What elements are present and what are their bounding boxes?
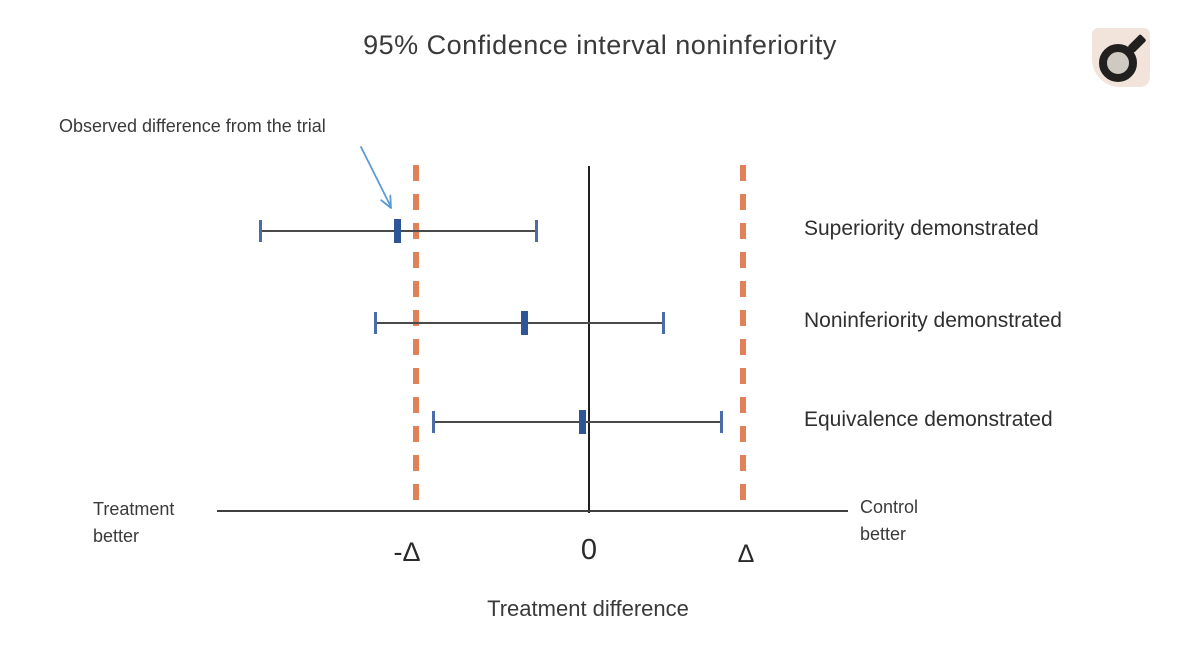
ci-upper-cap — [535, 220, 538, 242]
point-estimate-tick — [579, 410, 586, 434]
male-symbol-logo — [1092, 28, 1150, 87]
zero-tick-label: 0 — [580, 534, 598, 566]
point-estimate-tick — [394, 219, 401, 243]
plus-delta-dashed-line — [740, 165, 746, 503]
row-label: Superiority demonstrated — [804, 217, 1039, 240]
x-axis-line — [217, 510, 848, 512]
ci-line — [375, 322, 664, 324]
ci-lower-cap — [374, 312, 377, 334]
control-better-label: Control better — [860, 497, 919, 544]
ci-upper-cap — [720, 411, 723, 433]
treatment-better-label: Treatment better — [93, 499, 175, 546]
ci-lower-cap — [432, 411, 435, 433]
ci-upper-cap — [662, 312, 665, 334]
chart-title: 95% Confidence interval noninferiority — [363, 30, 837, 60]
minus-delta-dashed-line — [413, 165, 419, 503]
annotation-arrow-icon — [360, 146, 392, 209]
x-axis-title: Treatment difference — [487, 596, 689, 621]
zero-reference-line — [588, 166, 590, 513]
ci-lower-cap — [259, 220, 262, 242]
minus-delta-tick-label: -Δ — [393, 537, 421, 567]
point-estimate-tick — [521, 311, 528, 335]
logo-stub-icon — [1127, 33, 1147, 54]
ci-line — [433, 421, 722, 423]
row-label: Noninferiority demonstrated — [804, 309, 1062, 332]
row-label: Equivalence demonstrated — [804, 408, 1053, 431]
observed-difference-annotation: Observed difference from the trial — [59, 116, 326, 136]
plus-delta-tick-label: Δ — [737, 540, 755, 568]
